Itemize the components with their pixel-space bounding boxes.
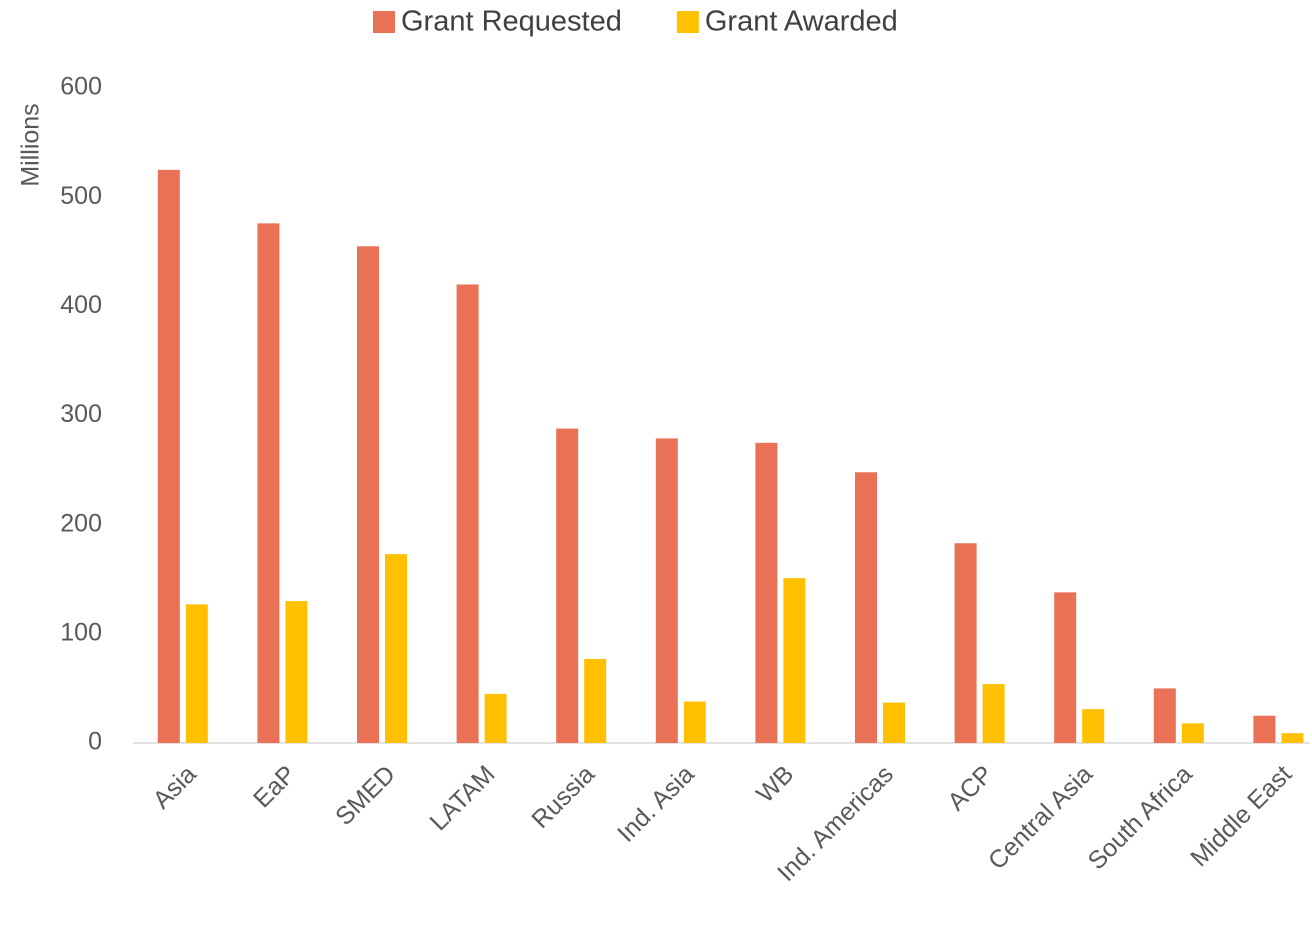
x-tick-label: SMED bbox=[330, 760, 401, 831]
x-tick-label: Ind. Asia bbox=[612, 760, 700, 848]
legend-swatch bbox=[676, 11, 699, 33]
bar bbox=[257, 223, 280, 743]
bar bbox=[1181, 723, 1204, 743]
bar bbox=[655, 438, 678, 743]
bar bbox=[883, 702, 905, 743]
bar bbox=[783, 578, 806, 743]
legend-label: Grant Awarded bbox=[705, 6, 898, 38]
bar bbox=[285, 601, 308, 743]
bar bbox=[1082, 709, 1105, 743]
bar bbox=[1253, 715, 1276, 743]
y-tick-label: 500 bbox=[60, 182, 102, 210]
bar bbox=[683, 701, 706, 743]
bar bbox=[982, 684, 1005, 743]
bar bbox=[385, 554, 407, 743]
y-tick-label: 600 bbox=[60, 73, 102, 101]
bar bbox=[855, 472, 877, 743]
y-tick-label: 300 bbox=[60, 400, 102, 428]
bar bbox=[484, 693, 507, 743]
bar bbox=[157, 169, 180, 743]
bar bbox=[954, 543, 977, 743]
y-tick-label: 100 bbox=[60, 618, 102, 646]
bar bbox=[357, 246, 379, 743]
x-tick-label: Central Asia bbox=[983, 760, 1098, 875]
x-tick-label: Asia bbox=[148, 760, 202, 814]
x-tick-label: South Africa bbox=[1083, 760, 1198, 875]
bar bbox=[755, 442, 778, 743]
x-tick-label: LATAM bbox=[424, 760, 500, 836]
x-tick-label: WB bbox=[751, 760, 799, 808]
bar bbox=[1054, 592, 1077, 743]
x-tick-label: ACP bbox=[942, 760, 998, 816]
x-tick-label: EaP bbox=[248, 760, 301, 813]
x-tick-label: Middle East bbox=[1185, 760, 1297, 872]
y-tick-label: 400 bbox=[60, 291, 102, 319]
bar bbox=[1281, 733, 1304, 743]
x-tick-label: Russia bbox=[526, 760, 600, 834]
legend-label: Grant Requested bbox=[401, 6, 622, 38]
bar bbox=[584, 658, 607, 743]
bar bbox=[556, 428, 579, 743]
y-axis-label: Millions bbox=[17, 103, 45, 186]
bar bbox=[185, 604, 208, 743]
bar bbox=[1153, 688, 1176, 743]
legend-swatch bbox=[373, 11, 395, 33]
bar bbox=[456, 284, 479, 743]
y-tick-label: 200 bbox=[60, 509, 102, 537]
y-tick-label: 0 bbox=[88, 728, 102, 756]
